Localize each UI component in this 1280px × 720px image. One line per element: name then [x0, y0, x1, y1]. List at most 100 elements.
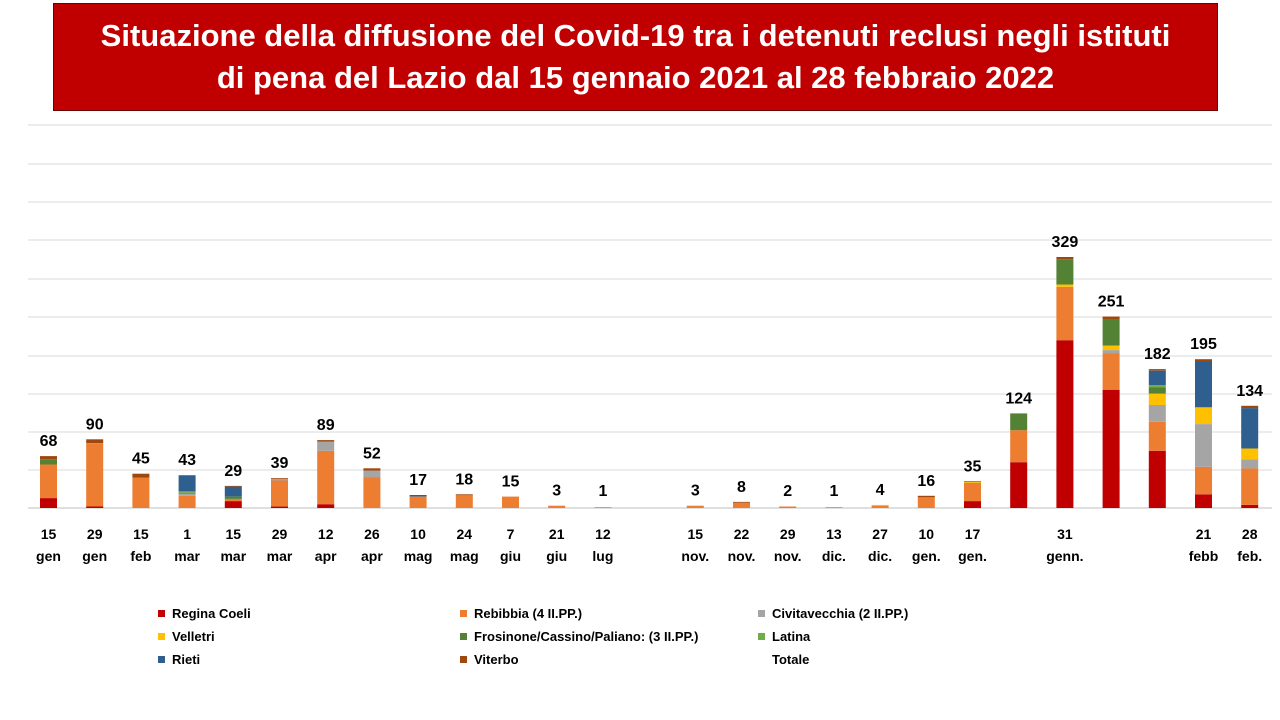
legend-label: Latina: [772, 629, 811, 644]
bar-segment: [86, 439, 104, 444]
bar-segment: [1148, 405, 1166, 422]
bar-segment: [686, 505, 704, 508]
x-tick-label: nov.: [681, 548, 709, 564]
bar-segment: [178, 475, 196, 476]
bar-segment: [1102, 316, 1120, 320]
bar-segment: [1241, 504, 1259, 508]
bar-segment: [132, 473, 150, 478]
x-tick-label: genn.: [1046, 548, 1083, 564]
legend-swatch: [460, 633, 467, 640]
bar-segment: [1195, 466, 1212, 495]
x-tick-label: 17: [965, 526, 981, 542]
x-tick-label: 29: [87, 526, 103, 542]
bar-segment: [502, 496, 519, 508]
chart-title-line-1: Situazione della diffusione del Covid-19…: [100, 18, 1171, 53]
data-label-total: 68: [40, 433, 58, 450]
bar-segment: [271, 480, 288, 507]
x-tick-label: nov.: [728, 548, 756, 564]
x-tick-label: 29: [780, 526, 796, 542]
bar-segment: [1148, 421, 1166, 451]
bar-segment: [917, 495, 935, 498]
x-tick-label: mar: [267, 548, 293, 564]
x-tick-label: apr: [315, 548, 337, 564]
bar-segment: [1241, 468, 1259, 505]
bar-segment: [1102, 319, 1120, 346]
x-tick-label: 7: [507, 526, 515, 542]
data-label-total: 4: [876, 482, 885, 499]
bar-segment: [871, 505, 889, 508]
x-tick-label: 28: [1242, 526, 1258, 542]
legend-label: Totale: [772, 652, 810, 667]
x-tick-label: 31: [1057, 526, 1073, 542]
legend-item: Regina Coeli: [158, 606, 251, 621]
bar-segment: [1102, 389, 1120, 508]
bar-segment: [132, 477, 150, 508]
data-label-total: 124: [1005, 390, 1032, 407]
bar-segment: [1056, 284, 1074, 287]
x-tick-label: mar: [174, 548, 200, 564]
bar-segment: [178, 495, 196, 508]
bar-segment: [1056, 340, 1074, 508]
bar-segment: [40, 464, 57, 499]
bar-segment: [317, 504, 335, 508]
bar-segment: [1056, 257, 1074, 260]
bar-segment: [86, 506, 104, 508]
bar-segment: [964, 481, 981, 483]
bar-segment: [594, 507, 612, 508]
bar-segment: [224, 485, 242, 487]
bar-segment: [779, 506, 797, 508]
bar-segment: [964, 501, 981, 508]
x-tick-label: gen: [36, 548, 61, 564]
x-tick-label: 21: [549, 526, 565, 542]
bar-segment: [1241, 448, 1259, 460]
legend-swatch: [460, 610, 467, 617]
legend-swatch: [460, 656, 467, 663]
x-tick-label: 15: [133, 526, 149, 542]
data-label-total: 43: [178, 452, 196, 469]
bar-segment: [1195, 424, 1212, 467]
data-label-total: 18: [455, 471, 473, 488]
bar-segment: [224, 501, 242, 508]
bar-segment: [1195, 494, 1212, 508]
bar-segment: [825, 507, 843, 508]
data-label-total: 8: [737, 479, 746, 496]
x-tick-label: 15: [688, 526, 704, 542]
bar-segment: [871, 504, 889, 506]
legend-item: Velletri: [158, 629, 215, 644]
bar-segment: [1056, 259, 1074, 285]
bar-segment: [178, 493, 196, 496]
legend-swatch: [158, 633, 165, 640]
x-tick-label: mag: [450, 548, 479, 564]
x-tick-label: 12: [595, 526, 611, 542]
bar-segment: [1148, 387, 1166, 394]
bar-segment: [40, 459, 57, 465]
data-label-total: 2: [783, 483, 792, 500]
x-tick-label: feb.: [1237, 548, 1262, 564]
bar-segment: [1241, 408, 1259, 449]
x-tick-label: 27: [872, 526, 888, 542]
legend-item: Totale: [758, 652, 809, 667]
x-tick-label: feb: [130, 548, 151, 564]
x-tick-label: 1: [183, 526, 191, 542]
data-label-total: 3: [691, 483, 700, 500]
bar-segment: [1056, 286, 1074, 341]
data-label-total: 89: [317, 417, 335, 434]
x-tick-label: gen: [82, 548, 107, 564]
x-tick-label: 10: [410, 526, 426, 542]
x-tick-label: mag: [404, 548, 433, 564]
chart-title-line-2: di pena del Lazio dal 15 gennaio 2021 al…: [216, 60, 1055, 95]
x-tick-label: 29: [272, 526, 288, 542]
bar-segment: [917, 497, 935, 508]
data-label-total: 195: [1190, 336, 1217, 353]
x-tick-label: mar: [220, 548, 246, 564]
bar-segment: [1241, 459, 1259, 469]
x-tick-label: 26: [364, 526, 380, 542]
x-tick-label: giu: [546, 548, 567, 564]
legend-item: Rieti: [158, 652, 200, 667]
legend-swatch: [158, 610, 165, 617]
legend-label: Frosinone/Cassino/Paliano: (3 II.PP.): [474, 629, 699, 644]
bar-segment: [964, 482, 981, 502]
data-label-total: 35: [964, 458, 982, 475]
data-label-total: 15: [502, 474, 520, 491]
data-label-total: 329: [1052, 234, 1079, 251]
